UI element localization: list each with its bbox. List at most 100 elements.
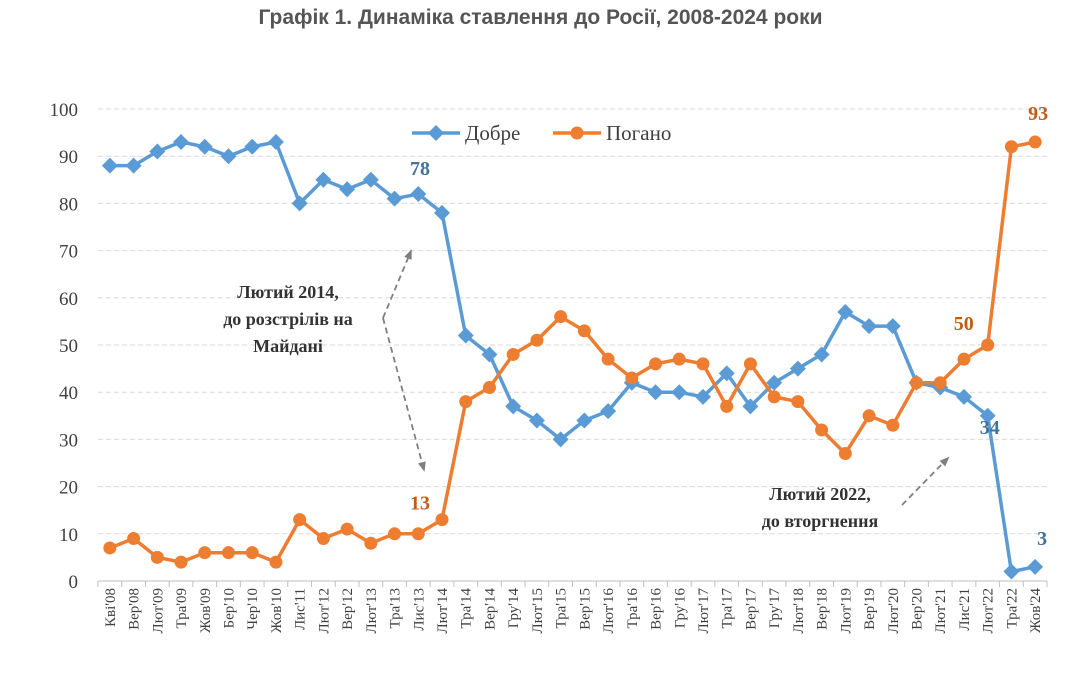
data-point [386,190,403,207]
x-tick-label: Жов'24 [1028,588,1044,633]
data-point [601,352,615,366]
data-point [576,412,593,429]
y-tick-label: 30 [59,430,78,451]
gridlines [98,108,1047,535]
y-tick-label: 50 [59,336,78,357]
data-point [291,195,308,212]
data-point [244,138,261,155]
data-point [1028,135,1042,149]
data-point [647,384,664,401]
annotation-line: Лютий 2014, [237,282,339,302]
x-tick-label: Бер'10 [221,588,237,628]
series-2 [103,135,1042,569]
y-tick-label: 90 [59,147,78,168]
data-point [625,371,639,385]
axes: 0 10 20 30 40 50 60 70 80 90 100 Кві'08 Вер'08 Лют'09… [50,100,1048,633]
x-tick-label: Лис'21 [957,588,973,631]
x-tick-label: Тра'15 [554,588,570,628]
x-tick-label: Тра'22 [1004,588,1020,628]
x-tick-label: Вер'18 [815,588,831,630]
x-tick-label: Жов'09 [198,588,214,633]
data-point [552,431,569,448]
y-tick-label: 10 [59,525,78,546]
x-tick-label: Гру'14 [506,588,522,629]
series-1 [101,134,1044,580]
data-point [149,143,166,160]
data-point [743,357,757,371]
data-point [410,185,427,202]
data-point [245,546,259,560]
data-point [103,541,117,555]
data-point [554,310,568,324]
data-point [125,157,142,174]
data-point [767,390,781,404]
annotation-arrow [901,456,950,506]
data-point [505,398,522,415]
annotations: Лютий 2014,до розстрілів наМайданіЛютий … [223,249,950,531]
legend-marker [428,125,444,141]
x-tick-label: Лют'14 [435,588,451,634]
data-point [815,423,829,437]
data-point [1027,558,1044,575]
legend: Добре Погано [412,121,671,145]
data-point [600,403,617,420]
x-tick-label: Вер'17 [743,588,759,630]
data-point [955,388,972,405]
x-tick-label: Гру'17 [767,588,783,629]
data-point [957,352,971,366]
data-point [364,536,378,550]
data-point [101,157,118,174]
data-point [577,324,591,338]
data-labels: 78 13 34 50 3 93 [410,103,1048,550]
data-point [789,360,806,377]
data-point [933,376,947,390]
y-tick-label: 60 [59,289,78,310]
x-tick-label: Лют'17 [696,588,712,634]
annotation: Лютий 2022, до вторгнення [762,484,879,531]
data-label: 93 [1028,103,1048,125]
data-point [886,418,900,432]
annotation-line: Майдані [253,336,323,356]
series-layer [101,134,1044,580]
y-tick-label: 20 [59,478,78,499]
x-tick-label: Лют'09 [150,588,166,633]
data-point [979,407,996,424]
data-point [481,346,498,363]
data-point [362,171,379,188]
x-tick-label: Вер'15 [577,588,593,630]
data-point [174,555,188,569]
data-point [435,513,449,527]
data-point [434,204,451,221]
data-point [672,352,686,366]
data-point [173,134,190,151]
data-point [267,134,284,151]
x-tick-label: Лют'21 [933,588,949,633]
data-point [315,171,332,188]
data-point [457,327,474,344]
data-point [694,388,711,405]
data-point [196,138,213,155]
x-tick-label: Лют'12 [316,588,332,633]
x-tick-label: Кві'08 [103,588,119,627]
x-tick-label: Тра'16 [625,588,641,629]
data-point [198,546,212,560]
x-tick-label: Вер'19 [862,588,878,630]
x-tick-label: Чер'10 [245,588,261,630]
y-tick-label: 40 [59,383,78,404]
data-point [649,357,663,371]
data-point [127,532,141,546]
x-tick-label: Лют'20 [886,588,902,633]
annotation: Лютий 2014, до розстрілів на Майдані [223,282,353,356]
data-point [766,374,783,391]
x-tick-label: Вер'14 [482,588,498,630]
x-tick-label: Тра'14 [459,588,475,629]
chart-title: Графік 1. Динаміка ставлення до Росії, 2… [258,6,823,29]
data-point [1004,140,1018,154]
data-point [981,338,995,352]
y-tick-label: 70 [59,242,78,263]
annotation-arrow [382,317,426,472]
data-point [837,303,854,320]
x-tick-label: Лют'15 [530,588,546,633]
y-tick-label: 0 [69,572,79,593]
